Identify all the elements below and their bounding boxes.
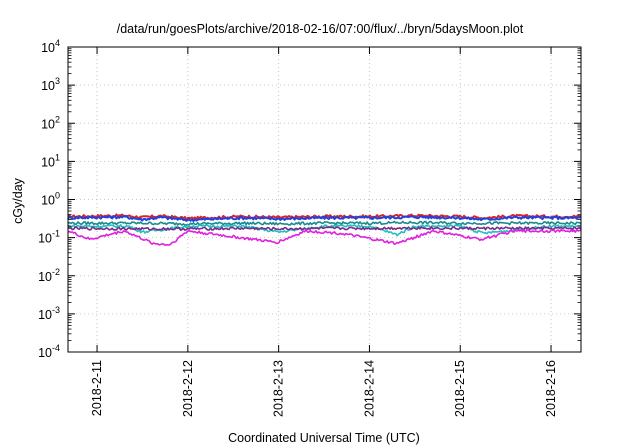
series-line (67, 214, 582, 223)
x-axis-label: Coordinated Universal Time (UTC) (228, 431, 420, 445)
y-tick-label: 102 (41, 114, 60, 131)
y-tick-label: 103 (41, 76, 60, 93)
chart-title: /data/run/goesPlots/archive/2018-02-16/0… (117, 22, 524, 36)
y-tick-labels: 10-4 10-3 10-2 10-1 100 101 102 103 104 (38, 38, 60, 360)
y-tick-label: 101 (41, 152, 60, 169)
y-tick-label: 104 (41, 38, 60, 55)
y-tick-label: 100 (41, 191, 60, 208)
series-line (67, 226, 582, 231)
grid-lines (68, 47, 581, 352)
x-tick-label: 2018-2-16 (544, 360, 558, 417)
x-tick-label: 2018-2-13 (272, 360, 286, 417)
x-tick-label: 2018-2-11 (90, 360, 104, 416)
x-tick-label: 2018-2-14 (362, 360, 376, 417)
x-tick-labels: 2018-2-11 2018-2-12 2018-2-13 2018-2-14 2018… (90, 360, 558, 417)
series-line (67, 224, 582, 237)
y-tick-label: 10-1 (38, 229, 60, 246)
series-line (67, 220, 582, 226)
y-tick-label: 10-2 (38, 267, 60, 284)
y-tick-label: 10-3 (38, 305, 60, 322)
y-axis-label: cGy/day (11, 177, 25, 224)
plot-frame (67, 46, 582, 353)
x-tick-label: 2018-2-15 (453, 360, 467, 417)
y-tick-label: 10-4 (38, 343, 60, 360)
data-series (67, 213, 582, 246)
series-line (67, 228, 581, 246)
x-tick-label: 2018-2-12 (181, 360, 195, 417)
